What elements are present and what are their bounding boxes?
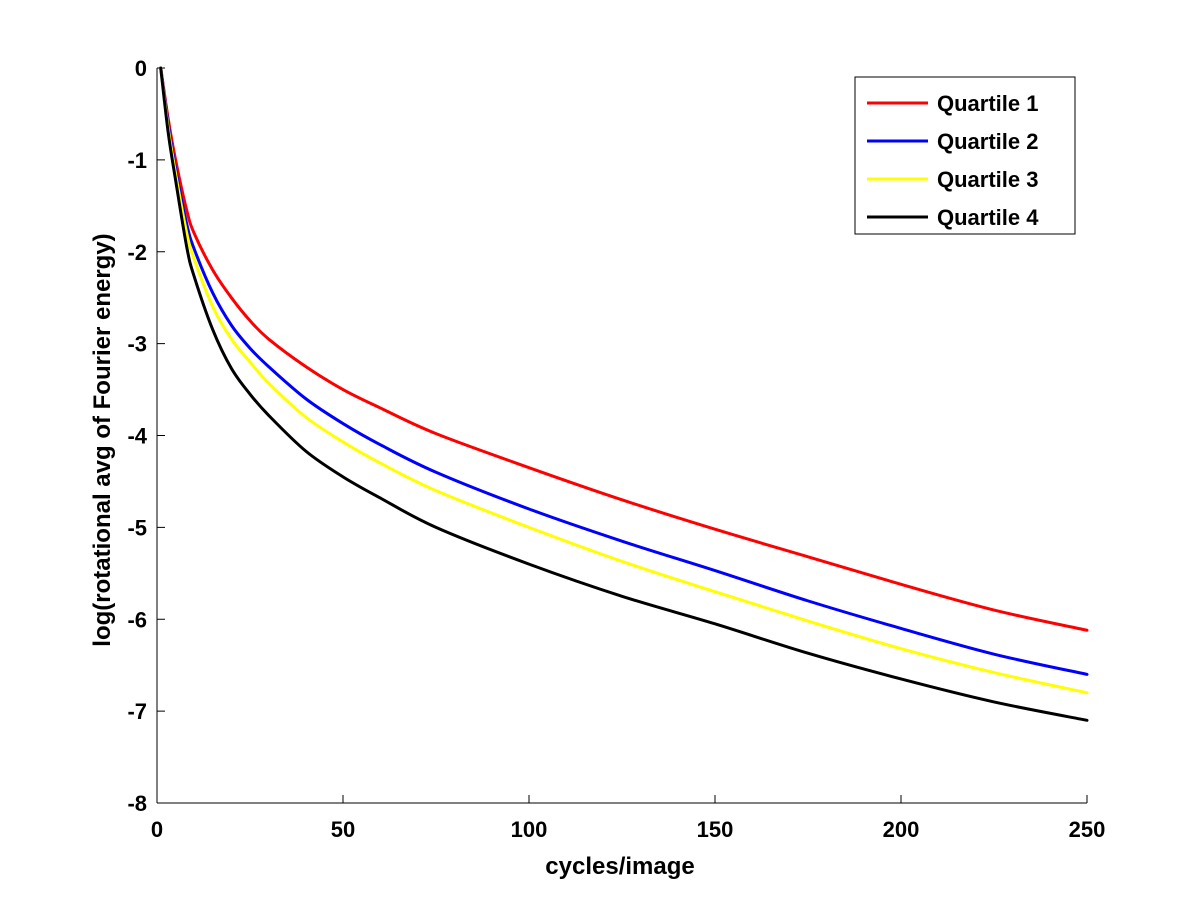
series-lines <box>159 66 1089 722</box>
y-tick-label: -3 <box>127 332 147 357</box>
y-tick-label: 0 <box>135 56 147 81</box>
x-tick-label: 50 <box>331 817 355 842</box>
y-tick-label: -2 <box>127 240 147 265</box>
y-tick-label: -6 <box>127 607 147 632</box>
axes: 0 50 100 150 200 250 0 -1 -2 -3 -4 -5 -6 -7 -8 <box>127 56 1105 842</box>
x-tick-label: 150 <box>697 817 734 842</box>
x-tick-label: 100 <box>511 817 548 842</box>
x-axis-label: cycles/image <box>545 853 694 880</box>
x-tick-label: 250 <box>1069 817 1106 842</box>
legend-label-quartile-4: Quartile 4 <box>937 205 1039 230</box>
legend-label-quartile-3: Quartile 3 <box>937 167 1038 192</box>
y-tick-label: -1 <box>127 148 147 173</box>
series-line-quartile-2 <box>159 66 1089 676</box>
legend: Quartile 1 Quartile 2 Quartile 3 Quartile 4 <box>854 76 1076 235</box>
y-tick-label: -7 <box>127 699 147 724</box>
legend-label-quartile-1: Quartile 1 <box>937 91 1038 116</box>
y-tick-label: -4 <box>127 424 147 449</box>
y-axis-label: log(rotational avg of Fourier energy) <box>89 233 116 646</box>
y-tick-label: -8 <box>127 791 147 816</box>
series-line-quartile-4 <box>159 66 1089 722</box>
x-tick-label: 200 <box>883 817 920 842</box>
series-line-quartile-1 <box>159 66 1089 632</box>
legend-label-quartile-2: Quartile 2 <box>937 129 1038 154</box>
series-line-quartile-3 <box>159 66 1089 695</box>
y-tick-label: -5 <box>127 515 147 540</box>
x-tick-label: 0 <box>151 817 163 842</box>
